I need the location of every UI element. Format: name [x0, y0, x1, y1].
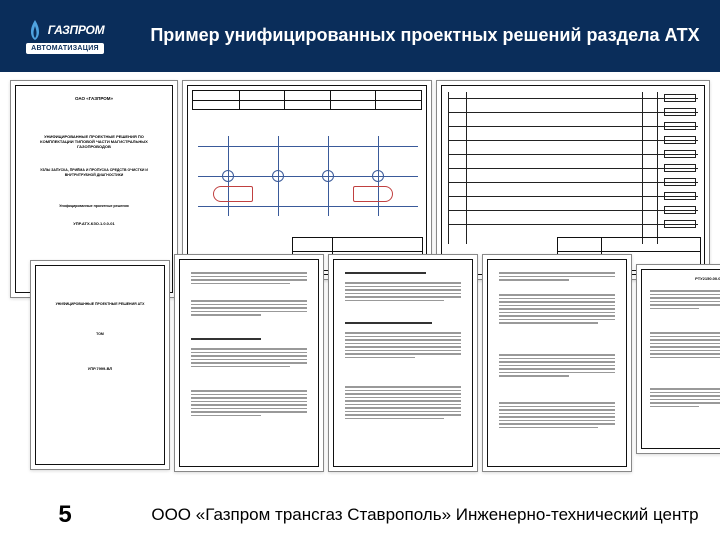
doc-schematic-2: РТУ2150.00.000-01ЭЗ [636, 264, 720, 454]
cover2-sub: ТОМ [49, 332, 151, 336]
slide-header: ГАЗПРОМ АВТОМАТИЗАЦИЯ Пример унифицирова… [0, 0, 720, 72]
document-collage: ОАО «ГАЗПРОМ» УНИФИЦИРОВАННЫЕ ПРОЕКТНЫЕ … [0, 72, 720, 490]
brand-badge: АВТОМАТИЗАЦИЯ [26, 43, 104, 54]
slide-title: Пример унифицированных проектных решений… [150, 25, 699, 47]
cover2-heading: УНИФИЦИРОВАННЫЕ ПРОЕКТНЫЕ РЕШЕНИЯ АТХ [49, 302, 151, 306]
page-number: 5 [0, 501, 130, 529]
brand-name: ГАЗПРОМ [48, 23, 105, 37]
doc-text-1 [174, 254, 324, 472]
doc-wiring-diagram [436, 80, 710, 280]
doc-cover-2: УНИФИЦИРОВАННЫЕ ПРОЕКТНЫЕ РЕШЕНИЯ АТХ ТО… [30, 260, 170, 470]
cover1-code: УПР.АТХ.КЗО.1.0.0-01 [32, 221, 157, 226]
cover1-org: ОАО «ГАЗПРОМ» [32, 96, 157, 101]
doc-schematic-1 [182, 80, 432, 280]
cover1-note: Унифицированные проектные решения [32, 204, 157, 208]
flame-icon [26, 19, 44, 41]
footer-organization: ООО «Газпром трансгаз Ставрополь» Инжене… [130, 505, 720, 525]
doc-text-2 [328, 254, 478, 472]
brand-logo: ГАЗПРОМ АВТОМАТИЗАЦИЯ [0, 0, 130, 72]
doc-text-3 [482, 254, 632, 472]
slide-footer: 5 ООО «Газпром трансгаз Ставрополь» Инже… [0, 490, 720, 540]
cover2-code: УПР.7999-ВЛ [49, 366, 151, 371]
schematic2-label: РТУ2150.00.000-01ЭЗ [646, 276, 720, 281]
cover1-heading: УНИФИЦИРОВАННЫЕ ПРОЕКТНЫЕ РЕШЕНИЯ ПО КОМ… [32, 134, 157, 150]
cover1-sub: УЗЛЫ ЗАПУСКА, ПРИЁМА И ПРОПУСКА СРЕДСТВ … [32, 168, 157, 177]
